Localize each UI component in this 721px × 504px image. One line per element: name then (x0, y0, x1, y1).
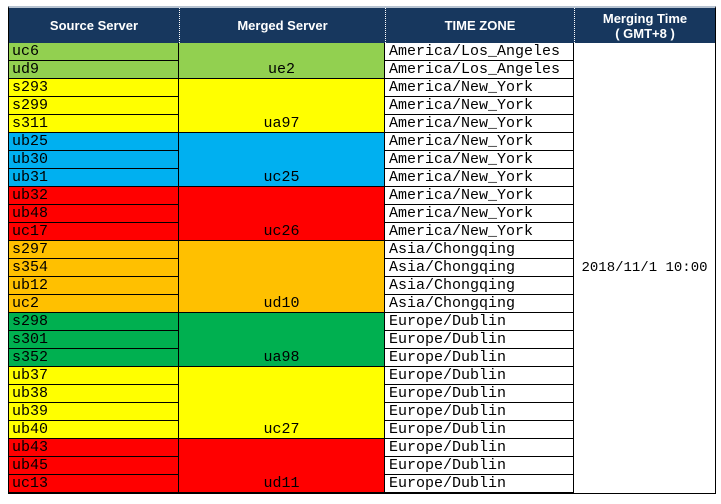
merged-server-cell: ud11 (179, 439, 385, 493)
merged-server-cell: ue2 (179, 43, 385, 79)
source-server-cell: uc13 (9, 475, 179, 493)
timezone-cell: Asia/Chongqing (385, 295, 574, 313)
source-server-cell: ub25 (9, 133, 179, 151)
timezone-cell: America/New_York (385, 79, 574, 97)
timezone-cell: Europe/Dublin (385, 439, 574, 457)
timezone-cell: Europe/Dublin (385, 313, 574, 331)
timezone-cell: America/Los_Angeles (385, 43, 574, 61)
timezone-cell: America/New_York (385, 115, 574, 133)
source-server-cell: s298 (9, 313, 179, 331)
source-server-cell: ub48 (9, 205, 179, 223)
merging-time-value: 2018/11/1 10:00 (574, 43, 715, 493)
merged-server-cell: ua97 (179, 79, 385, 133)
header-time-zone: TIME ZONE (385, 8, 574, 43)
timezone-cell: Europe/Dublin (385, 421, 574, 439)
header-merged-server: Merged Server (179, 8, 385, 43)
timezone-cell: Europe/Dublin (385, 331, 574, 349)
source-server-cell: ub12 (9, 277, 179, 295)
timezone-cell: Asia/Chongqing (385, 241, 574, 259)
source-server-cell: s352 (9, 349, 179, 367)
source-server-cell: s301 (9, 331, 179, 349)
source-server-cell: uc6 (9, 43, 179, 61)
source-server-cell: ub30 (9, 151, 179, 169)
timezone-cell: America/New_York (385, 187, 574, 205)
source-server-cell: ub40 (9, 421, 179, 439)
source-server-cell: ub45 (9, 457, 179, 475)
merged-server-cell: ud10 (179, 241, 385, 313)
source-server-cell: uc17 (9, 223, 179, 241)
header-source-server: Source Server (9, 8, 179, 43)
merged-server-cell: uc27 (179, 367, 385, 439)
source-server-cell: ub43 (9, 439, 179, 457)
source-server-cell: ud9 (9, 61, 179, 79)
source-server-cell: uc2 (9, 295, 179, 313)
source-server-cell: ub31 (9, 169, 179, 187)
header-merging-time-line1: Merging Time (602, 10, 688, 26)
header-merging-time: Merging Time ( GMT+8 ) (574, 8, 715, 43)
timezone-cell: America/New_York (385, 169, 574, 187)
timezone-cell: America/New_York (385, 151, 574, 169)
timezone-cell: Europe/Dublin (385, 475, 574, 493)
source-server-cell: ub39 (9, 403, 179, 421)
header-merging-time-line2: ( GMT+8 ) (615, 25, 675, 41)
source-server-cell: s293 (9, 79, 179, 97)
timezone-cell: Europe/Dublin (385, 403, 574, 421)
merged-server-cell: uc26 (179, 187, 385, 241)
timezone-cell: Asia/Chongqing (385, 277, 574, 295)
source-server-cell: s311 (9, 115, 179, 133)
source-server-cell: s299 (9, 97, 179, 115)
timezone-cell: Europe/Dublin (385, 457, 574, 475)
source-server-cell: ub37 (9, 367, 179, 385)
merged-server-cell: uc25 (179, 133, 385, 187)
timezone-cell: America/New_York (385, 97, 574, 115)
timezone-cell: America/New_York (385, 133, 574, 151)
merged-server-cell: ua98 (179, 313, 385, 367)
timezone-cell: America/New_York (385, 205, 574, 223)
source-server-cell: s297 (9, 241, 179, 259)
source-server-cell: ub32 (9, 187, 179, 205)
timezone-cell: Europe/Dublin (385, 349, 574, 367)
timezone-cell: Asia/Chongqing (385, 259, 574, 277)
source-server-cell: ub38 (9, 385, 179, 403)
timezone-cell: America/Los_Angeles (385, 61, 574, 79)
timezone-cell: Europe/Dublin (385, 385, 574, 403)
timezone-cell: Europe/Dublin (385, 367, 574, 385)
timezone-cell: America/New_York (385, 223, 574, 241)
server-merge-table: Source Server Merged Server TIME ZONE Me… (8, 6, 716, 494)
source-server-cell: s354 (9, 259, 179, 277)
